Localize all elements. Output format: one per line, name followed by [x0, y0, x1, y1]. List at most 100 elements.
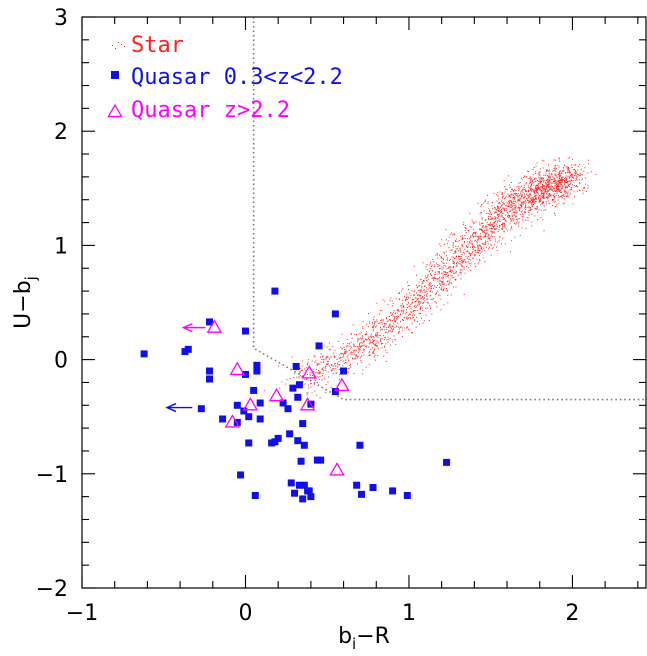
star-point — [343, 360, 345, 362]
star-point — [318, 378, 320, 380]
star-point — [566, 192, 568, 194]
star-point — [501, 210, 503, 212]
star-point — [563, 167, 565, 169]
star-point — [330, 386, 332, 388]
legend-quasar-low-z-label: Quasar 0.3<z<2.2 — [131, 65, 343, 90]
star-point — [334, 363, 336, 365]
star-point — [368, 336, 370, 338]
star-point — [536, 188, 538, 190]
star-point — [429, 291, 431, 293]
star-point — [532, 189, 534, 191]
star-point — [559, 170, 561, 172]
star-point — [373, 352, 375, 354]
star-point — [528, 206, 530, 208]
star-point — [399, 320, 401, 322]
star-point — [544, 182, 546, 184]
star-point — [500, 208, 502, 210]
star-point — [568, 168, 570, 170]
star-point — [542, 184, 544, 186]
star-point — [467, 261, 469, 263]
star-point — [492, 225, 494, 227]
star-point — [431, 313, 433, 315]
star-point — [439, 284, 441, 286]
star-point — [542, 219, 544, 221]
star-point — [325, 369, 327, 371]
star-point — [546, 196, 548, 198]
star-point — [535, 187, 537, 189]
star-point — [462, 261, 464, 263]
star-point — [459, 259, 461, 261]
star-point — [340, 357, 342, 359]
star-point — [324, 367, 326, 369]
star-point — [538, 176, 540, 178]
star-point — [490, 243, 492, 245]
legend: Star Quasar 0.3<z<2.2 Quasar z>2.2 — [107, 33, 343, 123]
star-point — [500, 200, 502, 202]
star-point — [408, 285, 410, 287]
star-point — [389, 325, 391, 327]
star-point — [469, 253, 471, 255]
star-point — [502, 207, 504, 209]
star-point — [517, 199, 519, 201]
star-point — [445, 262, 447, 264]
star-point — [538, 193, 540, 195]
star-point — [452, 265, 454, 267]
star-point — [438, 268, 440, 270]
star-point — [460, 235, 462, 237]
star-point — [561, 176, 563, 178]
star-point — [515, 216, 517, 218]
star-point — [580, 174, 582, 176]
star-point — [373, 319, 375, 321]
star-point — [407, 306, 409, 308]
star-point — [353, 358, 355, 360]
star-point — [339, 378, 341, 380]
star-point — [541, 179, 543, 181]
star-point — [522, 189, 524, 191]
star-point — [357, 346, 359, 348]
star-point — [559, 175, 561, 177]
star-point — [503, 223, 505, 225]
star-point — [552, 182, 554, 184]
star-point — [314, 356, 316, 358]
star-point — [459, 260, 461, 262]
star-point — [481, 231, 483, 233]
star-point — [305, 378, 307, 380]
star-point — [460, 256, 462, 258]
star-point — [467, 243, 469, 245]
star-point — [488, 208, 490, 210]
star-point — [452, 272, 454, 274]
star-point — [560, 181, 562, 183]
star-point — [444, 252, 446, 254]
star-point — [534, 198, 536, 200]
star-point — [478, 245, 480, 247]
quasar-low-z-point — [340, 367, 348, 375]
star-point — [399, 313, 401, 315]
star-point — [377, 336, 379, 338]
star-point — [343, 346, 345, 348]
star-point — [574, 164, 576, 166]
star-point — [532, 174, 534, 176]
star-point — [562, 186, 564, 188]
star-point — [340, 353, 342, 355]
star-point — [577, 174, 579, 176]
star-point — [522, 179, 524, 181]
star-point — [411, 323, 413, 325]
star-point — [533, 167, 535, 169]
star-point — [485, 234, 487, 236]
star-point — [474, 254, 476, 256]
star-point — [433, 276, 435, 278]
star-point — [385, 361, 387, 363]
star-point — [557, 195, 559, 197]
y-axis-title: U−bj — [11, 276, 40, 329]
star-point — [467, 230, 469, 232]
star-point — [352, 324, 354, 326]
quasar-low-z-point — [184, 345, 192, 353]
star-point — [486, 233, 488, 235]
star-point — [389, 337, 391, 339]
star-point — [322, 372, 324, 374]
star-point — [530, 186, 532, 188]
star-point — [572, 174, 574, 176]
star-point — [532, 190, 534, 192]
quasar-low-z-point — [206, 318, 214, 326]
star-point — [546, 198, 548, 200]
